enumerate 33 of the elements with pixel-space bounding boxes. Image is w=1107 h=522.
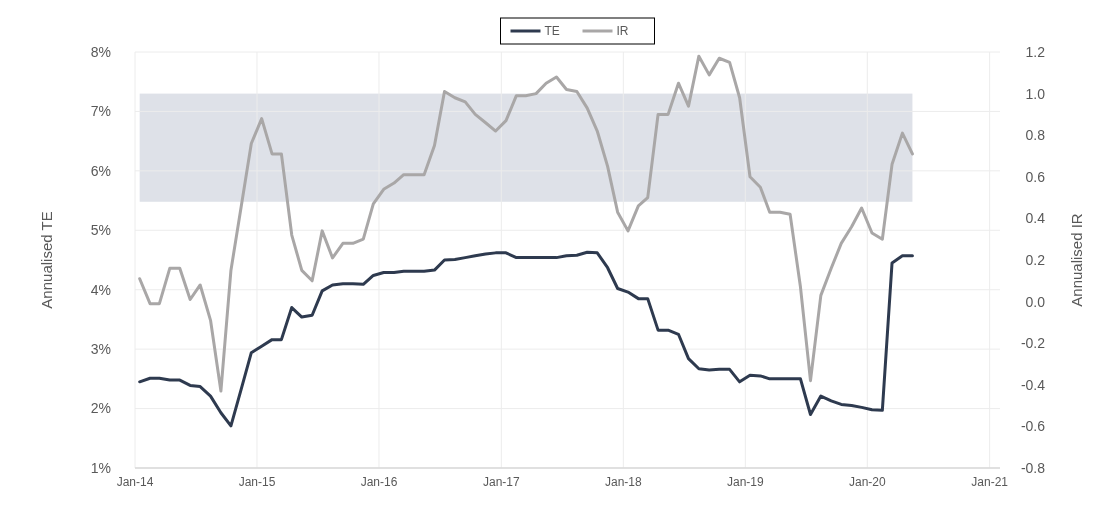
- x-tick-label: Jan-20: [848, 475, 886, 489]
- y2-tick-label: -0.4: [1020, 376, 1046, 393]
- x-tick-label: Jan-16: [360, 475, 398, 489]
- y-tick-label: 7%: [90, 103, 111, 120]
- y2-tick-label: 0.2: [1025, 251, 1046, 268]
- y2-tick-label: -0.2: [1020, 335, 1046, 352]
- y2-tick-label: 0.6: [1025, 168, 1046, 185]
- y2-tick-label: 1.0: [1025, 85, 1046, 102]
- y-tick-label: 4%: [90, 281, 111, 298]
- y-tick-label: 6%: [90, 162, 111, 179]
- x-tick-label: Jan-18: [604, 475, 642, 489]
- y-tick-label: 1%: [90, 459, 111, 476]
- y2-tick-label: 0.8: [1025, 127, 1046, 144]
- y-tick-label: 2%: [90, 400, 111, 417]
- line-series: [138, 54, 914, 393]
- x-tick-label: Jan-17: [482, 475, 520, 489]
- y-tick-label: 8%: [90, 43, 111, 60]
- legend-label: TE: [544, 24, 560, 39]
- y2-tick-label: 0.0: [1025, 293, 1046, 310]
- y2-tick-label: 1.2: [1025, 43, 1046, 60]
- line-series: [138, 250, 914, 428]
- x-tick-label: Jan-15: [238, 475, 276, 489]
- y2-axis-title: Annualised IR: [1068, 213, 1085, 307]
- y-tick-label: 5%: [90, 222, 111, 239]
- y-axis-title: Annualised TE: [38, 211, 55, 309]
- legend-label: IR: [616, 24, 629, 39]
- y2-tick-label: 0.4: [1025, 210, 1046, 227]
- x-tick-label: Jan-21: [971, 475, 1009, 489]
- x-tick-label: Jan-19: [726, 475, 764, 489]
- y2-tick-label: -0.8: [1020, 459, 1046, 476]
- y-tick-label: 3%: [90, 341, 111, 358]
- x-tick-label: Jan-14: [116, 475, 154, 489]
- y2-tick-label: -0.6: [1020, 418, 1046, 435]
